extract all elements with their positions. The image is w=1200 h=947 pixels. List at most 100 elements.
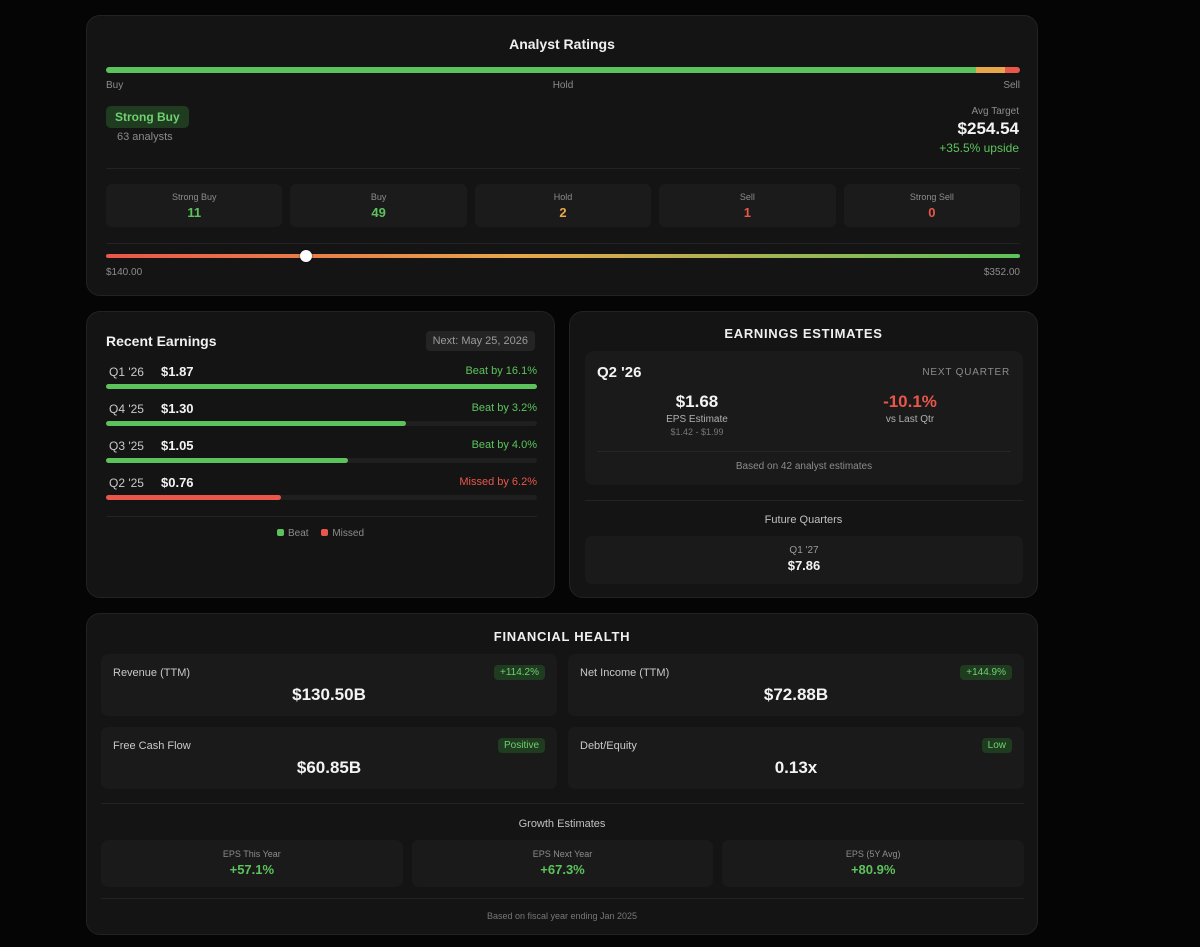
range-low: $140.00 <box>106 267 143 278</box>
financial-health-title: FINANCIAL HEALTH <box>493 629 631 644</box>
rating-label: Sell <box>739 192 755 202</box>
rating-label: Buy <box>370 192 387 202</box>
metric-value: 0.13x <box>774 758 818 777</box>
avg-target: Avg Target $254.54 +35.5% upside <box>939 106 1019 155</box>
next-quarter-tag: NEXT QUARTER <box>922 367 1010 378</box>
earnings-quarter: Q4 '25 <box>109 402 144 416</box>
growth-label: EPS This Year <box>222 849 281 859</box>
earnings-quarter: Q2 '25 <box>109 476 144 490</box>
earnings-list: Q1 '26 $1.87 Beat by 16.1% Q4 '25 $1.30 … <box>106 364 537 513</box>
consensus-badge: Strong Buy <box>106 106 189 128</box>
earnings-eps: $0.76 <box>161 475 194 490</box>
earnings-eps: $1.87 <box>161 364 194 379</box>
metric-badge: Low <box>981 738 1012 753</box>
earnings-bar-track <box>106 458 537 463</box>
future-quarter-label: Q1 '27 <box>789 545 819 556</box>
growth-box-eps-this-year: EPS This Year +57.1% <box>101 840 403 887</box>
future-quarter-box: Q1 '27 $7.86 <box>585 536 1023 584</box>
qoq-change-value: -10.1% <box>883 392 937 411</box>
growth-box-eps-5y-avg: EPS (5Y Avg) +80.9% <box>722 840 1025 887</box>
legend-beat: Beat <box>276 528 309 539</box>
rating-box-hold: Hold 2 <box>474 184 652 227</box>
metric-value: $60.85B <box>296 758 362 777</box>
earnings-bar-fill <box>106 421 406 426</box>
earnings-bar-fill <box>106 384 537 389</box>
rating-box-strong-sell: Strong Sell 0 <box>843 184 1021 227</box>
earnings-eps: $1.30 <box>161 401 194 416</box>
growth-value: +57.1% <box>229 862 275 877</box>
earnings-result: Missed by 6.2% <box>459 476 537 488</box>
earnings-result: Beat by 4.0% <box>471 439 537 451</box>
next-earnings-date: Next: May 25, 2026 <box>425 331 535 351</box>
earnings-bar-track <box>106 421 537 426</box>
earnings-row: Q2 '25 $0.76 Missed by 6.2% <box>106 475 537 513</box>
earnings-row: Q1 '26 $1.87 Beat by 16.1% <box>106 364 537 402</box>
legend-missed-swatch <box>321 529 329 536</box>
earnings-result: Beat by 3.2% <box>471 402 537 414</box>
next-quarter-panel: Q2 '26 NEXT QUARTER $1.68 EPS Estimate $… <box>585 351 1023 485</box>
metric-label: Revenue (TTM) <box>113 667 191 679</box>
price-range-labels: $140.00 $352.00 <box>106 267 1020 278</box>
metric-free-cash-flow: Free Cash Flow Positive $60.85B <box>101 727 557 789</box>
metric-revenue: Revenue (TTM) +114.2% $130.50B <box>101 654 557 716</box>
divider <box>585 500 1023 501</box>
eps-estimate-value: $1.68 <box>675 392 719 411</box>
divider <box>106 168 1020 169</box>
avg-target-value: $254.54 <box>957 119 1019 138</box>
metric-label: Free Cash Flow <box>113 740 191 752</box>
avg-target-label: Avg Target <box>971 106 1019 117</box>
growth-value: +80.9% <box>850 862 896 877</box>
rating-label: Strong Buy <box>171 192 217 202</box>
metric-badge: +144.9% <box>960 665 1012 680</box>
earnings-row: Q4 '25 $1.30 Beat by 3.2% <box>106 401 537 439</box>
earnings-legend: Beat Missed <box>87 528 554 539</box>
label-buy: Buy <box>106 80 124 91</box>
future-quarters-title: Future Quarters <box>764 514 843 526</box>
distribution-hold-segment <box>976 67 1006 73</box>
earnings-bar-fill <box>106 495 281 500</box>
rating-value: 49 <box>371 205 386 220</box>
earnings-bar-fill <box>106 458 348 463</box>
growth-estimates: EPS This Year +57.1% EPS Next Year +67.3… <box>101 840 1025 887</box>
legend-missed-label: Missed <box>332 528 365 539</box>
current-price-marker <box>300 250 313 262</box>
growth-value: +67.3% <box>540 862 585 877</box>
future-quarter-value: $7.86 <box>787 558 821 573</box>
growth-label: EPS Next Year <box>532 849 593 859</box>
rating-breakdown: Strong Buy 11 Buy 49 Hold 2 Sell 1 Stron… <box>106 184 1021 227</box>
earnings-estimates-title: EARNINGS ESTIMATES <box>724 326 883 341</box>
divider <box>597 451 1011 452</box>
label-sell: Sell <box>1003 80 1020 91</box>
growth-label: EPS (5Y Avg) <box>845 849 901 859</box>
metric-badge: +114.2% <box>493 665 545 680</box>
metric-value: $130.50B <box>292 685 366 704</box>
rating-label: Hold <box>553 192 573 202</box>
distribution-buy-segment <box>106 67 977 73</box>
upside-text: +35.5% upside <box>939 141 1019 155</box>
earnings-bar-track <box>106 495 537 500</box>
analyst-ratings-title: Analyst Ratings <box>509 36 615 52</box>
legend-beat-label: Beat <box>287 528 309 539</box>
earnings-eps: $1.05 <box>161 438 194 453</box>
eps-estimate-range: $1.42 - $1.99 <box>670 427 724 437</box>
rating-value: 1 <box>743 205 752 220</box>
rating-distribution-bar <box>106 67 1020 73</box>
earnings-estimates-card: EARNINGS ESTIMATES Q2 '26 NEXT QUARTER $… <box>569 311 1038 598</box>
legend-missed: Missed <box>321 528 364 539</box>
rating-box-buy: Buy 49 <box>290 184 467 227</box>
metric-label: Net Income (TTM) <box>580 667 670 679</box>
earnings-row: Q3 '25 $1.05 Beat by 4.0% <box>106 438 537 476</box>
earnings-quarter: Q1 '26 <box>109 365 144 379</box>
divider <box>106 243 1020 244</box>
legend-beat-swatch <box>276 529 284 536</box>
divider <box>106 516 537 517</box>
rating-value: 2 <box>559 205 567 220</box>
metric-label: Debt/Equity <box>580 740 637 752</box>
qoq-change-block: -10.1% vs Last Qtr <box>810 392 1010 425</box>
estimate-basis: Based on 42 analyst estimates <box>735 461 873 472</box>
metric-badge: Positive <box>497 738 545 753</box>
earnings-quarter: Q3 '25 <box>109 439 144 453</box>
growth-box-eps-next-year: EPS Next Year +67.3% <box>411 840 714 887</box>
analyst-count: 63 analysts <box>117 131 173 143</box>
distribution-sell-segment <box>1005 67 1020 73</box>
